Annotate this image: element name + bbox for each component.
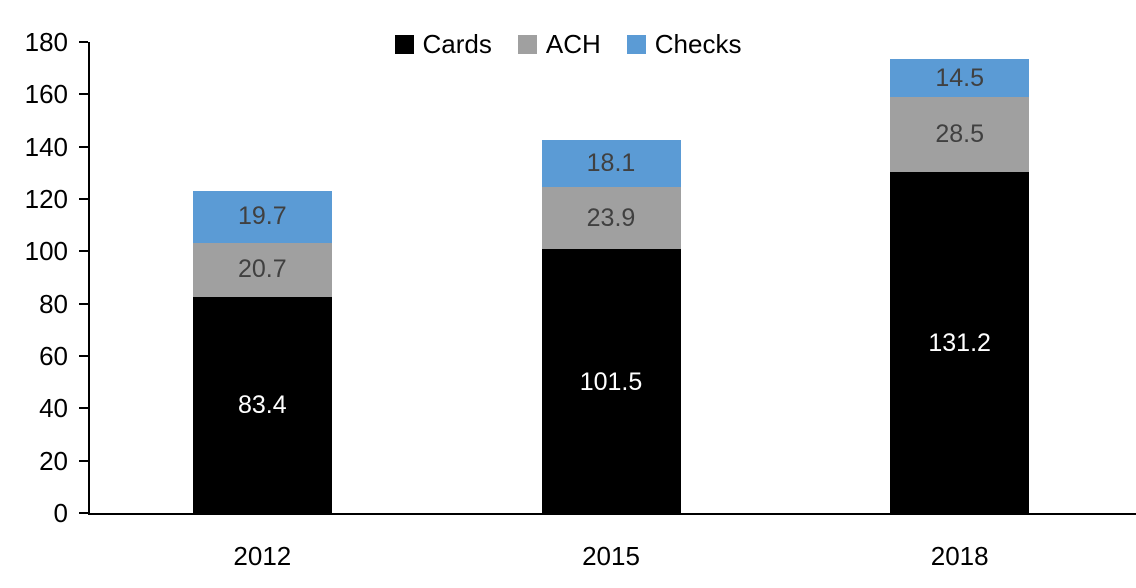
bar-segment-checks-2012[interactable]: 19.7 [192, 191, 332, 243]
y-axis-tick-label: 140 [24, 131, 68, 162]
data-label: 14.5 [935, 63, 984, 92]
y-axis-tick-mark [79, 459, 88, 462]
y-axis-tick-label: 160 [24, 79, 68, 110]
y-axis-tick-label: 0 [53, 498, 68, 528]
y-axis-tick-label: 40 [39, 393, 68, 424]
bar-segment-checks-2018[interactable]: 14.5 [890, 59, 1030, 98]
y-axis-tick-mark [79, 355, 88, 357]
y-axis-tick-mark [79, 41, 88, 43]
y-axis-tick-label: 120 [24, 184, 68, 214]
y-axis-tick-label: 180 [24, 27, 68, 57]
bar-segment-ach-2018[interactable]: 28.5 [890, 97, 1030, 172]
x-axis-label-2018: 2018 [930, 541, 989, 571]
data-label: 19.7 [237, 202, 287, 231]
y-axis-tick-mark [79, 250, 88, 253]
legend-item-ach[interactable]: ACH [517, 29, 601, 59]
data-label: 101.5 [579, 367, 643, 396]
bar-segment-cards-2015[interactable]: 101.5 [541, 249, 681, 515]
x-axis-label-2015: 2015 [582, 541, 640, 571]
legend-label: Checks [654, 29, 742, 59]
legend-label: Cards [422, 29, 492, 59]
bar-segment-ach-2012[interactable]: 20.7 [192, 242, 332, 297]
data-label: 18.1 [586, 148, 636, 177]
legend-item-checks[interactable]: Checks [626, 29, 742, 59]
data-label: 20.7 [237, 255, 287, 284]
y-axis-tick-mark [79, 302, 88, 305]
bar-2015[interactable]: 101.5 23.9 18.1 [541, 139, 681, 515]
y-axis-tick-label: 60 [39, 341, 68, 371]
bar-2012[interactable]: 83.4 20.7 19.7 [192, 191, 332, 515]
y-axis-tick-mark [79, 93, 88, 96]
bar-segment-cards-2018[interactable]: 131.2 [890, 171, 1030, 515]
data-label: 28.5 [935, 119, 984, 148]
y-axis-tick-label: 80 [39, 288, 68, 319]
legend-label: ACH [545, 29, 601, 59]
y-axis-tick-mark [79, 512, 88, 514]
y-axis-tick-label: 100 [24, 236, 68, 267]
y-axis-tick-label: 20 [39, 445, 68, 476]
ach-swatch-icon [517, 34, 537, 54]
x-axis-label-2012: 2012 [233, 541, 292, 571]
data-label: 83.4 [237, 391, 287, 420]
y-axis-tick-mark [79, 198, 88, 200]
data-label: 131.2 [928, 328, 991, 357]
bar-2018[interactable]: 131.2 28.5 14.5 [890, 59, 1030, 515]
y-axis-tick-mark [79, 407, 88, 410]
data-label: 23.9 [586, 203, 636, 232]
y-axis-tick-mark [79, 145, 88, 148]
cards-swatch-icon [394, 34, 414, 54]
checks-swatch-icon [626, 34, 646, 54]
chart-legend: Cards ACH Checks [0, 31, 1136, 57]
legend-item-cards[interactable]: Cards [394, 29, 492, 59]
bar-segment-checks-2015[interactable]: 18.1 [541, 139, 681, 187]
bar-segment-cards-2012[interactable]: 83.4 [192, 296, 332, 515]
bar-segment-ach-2015[interactable]: 23.9 [541, 186, 681, 250]
